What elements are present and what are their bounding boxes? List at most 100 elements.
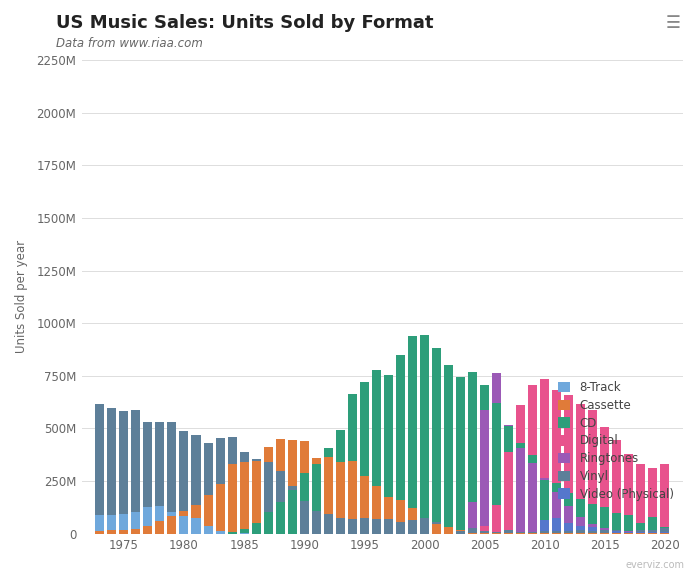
Bar [228,532,237,533]
Bar [516,405,525,533]
Bar [107,515,117,533]
Bar [372,519,381,533]
Bar [540,520,549,533]
Bar [504,529,513,533]
Bar [179,511,188,533]
Bar [168,422,177,533]
Bar [528,462,537,533]
Bar [600,426,609,533]
Bar [432,522,441,533]
Bar [143,507,152,533]
Bar [444,527,453,533]
Bar [432,348,441,533]
Bar [360,382,369,533]
Bar [191,505,200,533]
Bar [504,452,513,533]
Bar [251,460,260,533]
Bar [96,404,104,533]
Bar [612,530,621,533]
Bar [468,372,477,533]
Bar [492,373,501,533]
Bar [540,480,549,533]
Bar [408,336,417,533]
Bar [119,531,128,533]
Bar [348,461,357,533]
Bar [612,513,621,533]
Bar [564,493,573,533]
Bar [637,532,646,533]
Bar [324,513,333,533]
Bar [625,532,633,533]
Bar [528,455,537,533]
Bar [168,516,177,533]
Bar [312,511,321,533]
Bar [528,532,537,533]
Bar [143,526,152,533]
Bar [251,523,260,533]
Bar [600,530,609,533]
Bar [299,473,309,533]
Bar [660,464,669,533]
Bar [660,532,669,533]
Bar [131,529,140,533]
Bar [420,335,429,533]
Bar [577,403,586,533]
Bar [564,395,573,533]
Bar [396,522,405,533]
Bar [552,531,561,533]
Bar [156,521,165,533]
Bar [468,528,477,533]
Bar [577,531,586,533]
Bar [96,515,104,533]
Bar [540,531,549,533]
Bar [276,503,285,533]
Bar [360,476,369,533]
Bar [504,425,513,533]
Bar [239,462,248,533]
Bar [456,376,465,533]
Bar [588,524,597,533]
Bar [276,471,285,533]
Bar [492,505,501,533]
Bar [432,524,441,533]
Y-axis label: Units Sold per year: Units Sold per year [15,240,28,354]
Bar [552,483,561,533]
Bar [637,529,646,533]
Bar [348,394,357,533]
Bar [637,465,646,533]
Bar [625,531,633,533]
Bar [324,457,333,533]
Bar [336,462,345,533]
Text: US Music Sales: Units Sold by Format: US Music Sales: Units Sold by Format [56,14,433,32]
Text: ☰: ☰ [666,14,681,32]
Bar [372,370,381,533]
Bar [637,532,646,533]
Bar [564,507,573,533]
Bar [191,434,200,533]
Text: Data from www.riaa.com: Data from www.riaa.com [56,37,202,50]
Bar [456,530,465,533]
Bar [204,496,212,533]
Bar [648,468,658,533]
Bar [299,501,309,533]
Bar [516,532,525,533]
Bar [588,531,597,533]
Bar [156,422,165,533]
Bar [204,443,212,533]
Bar [648,517,658,533]
Bar [456,531,465,533]
Bar [504,426,513,533]
Bar [408,520,417,533]
Bar [239,452,248,533]
Bar [228,437,237,533]
Bar [396,500,405,533]
Bar [540,478,549,533]
Text: everviz.com: everviz.com [625,560,684,570]
Bar [444,364,453,533]
Bar [480,385,489,533]
Bar [600,528,609,533]
Bar [264,512,273,533]
Bar [637,523,646,533]
Bar [384,497,393,533]
Bar [420,518,429,533]
